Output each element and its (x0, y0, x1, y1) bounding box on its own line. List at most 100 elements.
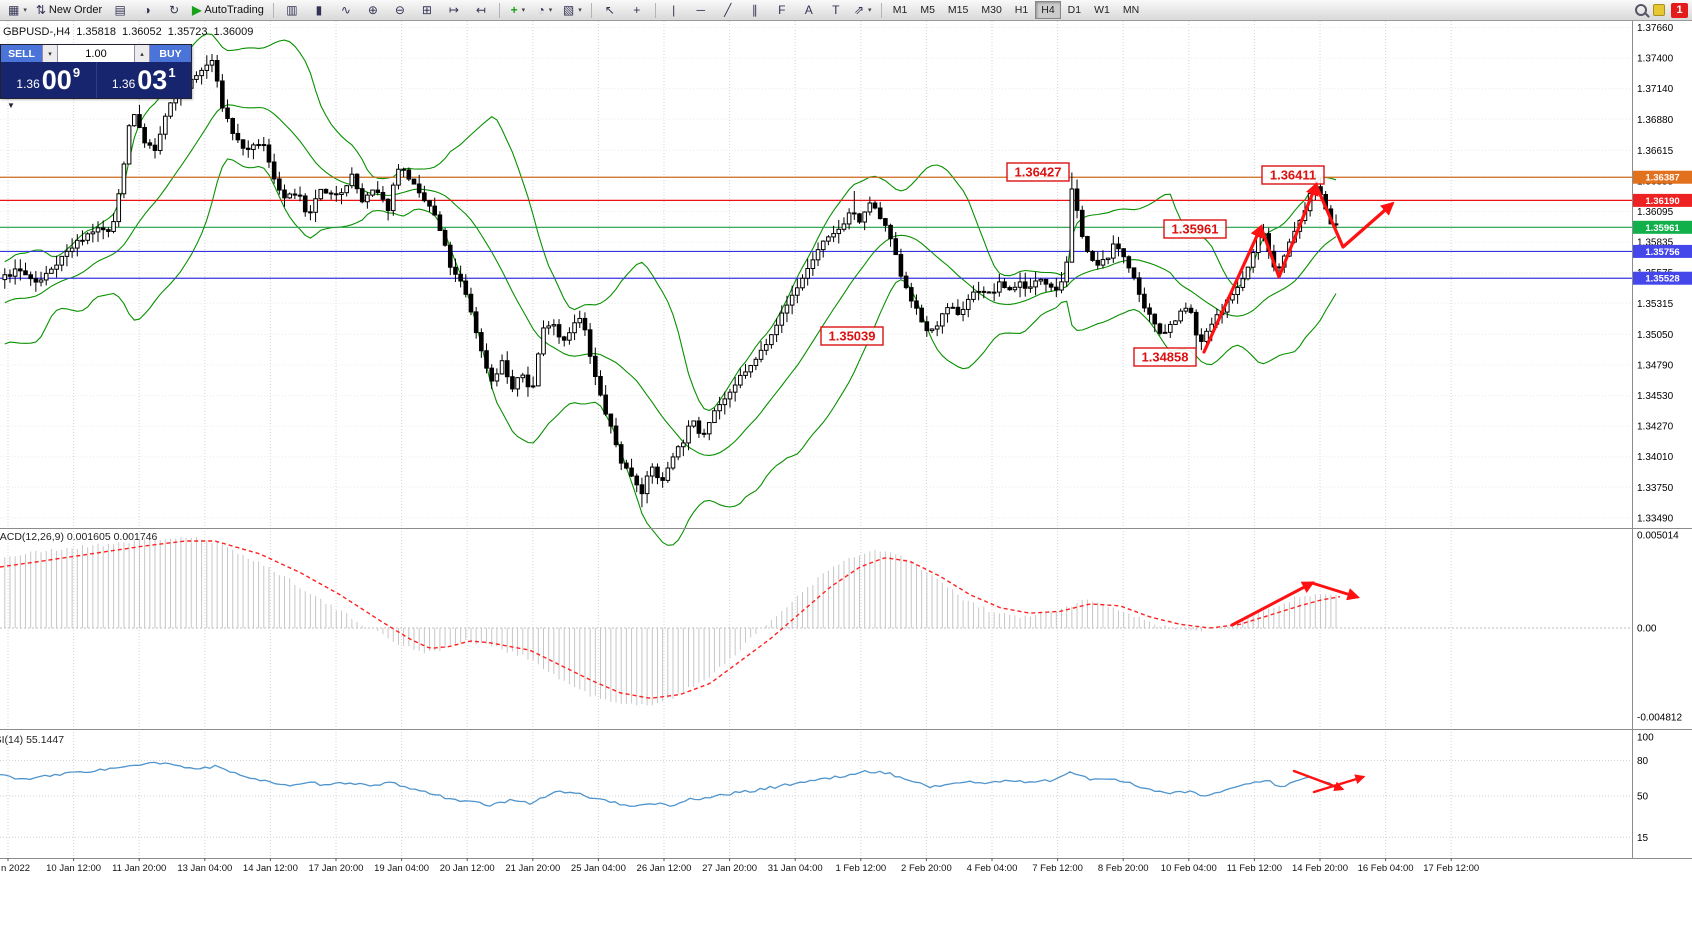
timeframe-w1-button[interactable]: W1 (1094, 4, 1110, 16)
arrows-tool-dropdown-icon[interactable]: ▾ (868, 7, 872, 14)
refresh-button[interactable]: ↻ (161, 1, 187, 20)
time-axis-label: 31 Jan 04:00 (768, 863, 823, 874)
svg-text:1.35039: 1.35039 (829, 329, 876, 344)
timeframe-d1-button[interactable]: D1 (1067, 4, 1082, 16)
timeframe-m30-button[interactable]: M30 (981, 4, 1002, 16)
candlestick-chart-button[interactable]: ▮ (306, 1, 332, 20)
bar-chart-button[interactable]: ▥ (279, 1, 305, 20)
grid-layer (0, 21, 1632, 858)
time-axis[interactable]: n 2022 10 Jan 12:00 11 Jan 20:00 13 Jan 04:… (1, 858, 1479, 874)
svg-text:1.36095: 1.36095 (1637, 207, 1674, 218)
svg-text:15: 15 (1637, 833, 1649, 844)
timeframe-m5-button[interactable]: M5 (920, 4, 935, 16)
toolbar: ▦ ▾ ⇅ New Order ▤ ◑ ↻ ▶ AutoTrading ▥ ▮ ∿ ⊕ ⊖ ⊞ ↦ ↤ + ▾ ◔ ▾ ▧… (0, 0, 1692, 21)
periods-button[interactable]: ◔ ▾ (532, 1, 558, 20)
notification-icon[interactable] (1653, 4, 1665, 16)
indicator-labels: MACD(12,26,9) 0.001605 0.001746 RSI(14) 5… (0, 531, 158, 746)
panel-separators (0, 528, 1692, 859)
timeframe-h4-button[interactable]: H4 (1035, 1, 1061, 19)
print-button[interactable]: ▤ (107, 1, 133, 20)
svg-text:1.37400: 1.37400 (1637, 54, 1674, 65)
svg-text:1.36615: 1.36615 (1637, 146, 1674, 157)
svg-text:1.33490: 1.33490 (1637, 513, 1674, 524)
time-axis-label: 13 Jan 04:00 (177, 863, 232, 874)
timeframe-mn-button[interactable]: MN (1122, 4, 1140, 16)
text-button[interactable]: A (796, 1, 822, 20)
volume-increase-button[interactable]: ▴ (134, 45, 150, 62)
search-icon[interactable] (1635, 4, 1650, 18)
buy-price[interactable]: 1.36 03 1 (95, 62, 192, 98)
time-axis-label: 17 Jan 20:00 (309, 863, 364, 874)
time-axis-label: 16 Feb 04:00 (1358, 863, 1414, 874)
templates-dropdown-icon[interactable]: ▾ (578, 7, 582, 14)
svg-text:1.35315: 1.35315 (1637, 299, 1674, 310)
svg-text:RSI(14) 55.1447: RSI(14) 55.1447 (0, 734, 64, 746)
svg-text:80: 80 (1637, 756, 1649, 767)
zoom-in-button[interactable]: ⊕ (360, 1, 386, 20)
low-value: 1.35723 (167, 26, 208, 38)
autotrading-button[interactable]: ▶ AutoTrading (188, 1, 268, 20)
new-order-button[interactable]: ⇅ New Order (32, 1, 106, 20)
chart-shift-button[interactable]: ↤ (468, 1, 494, 20)
zoom-out-button[interactable]: ⊖ (387, 1, 413, 20)
time-axis-label: 2 Feb 20:00 (901, 863, 952, 874)
vertical-line-button[interactable]: | (661, 1, 687, 20)
text-label-button[interactable]: T (823, 1, 849, 20)
svg-text:1.36427: 1.36427 (1015, 165, 1062, 180)
svg-text:50: 50 (1637, 792, 1649, 803)
crosshair-button[interactable]: + (624, 1, 650, 20)
equidistant-channel-button[interactable]: ∥ (742, 1, 768, 20)
volume-input[interactable] (58, 45, 134, 62)
buy-button[interactable]: BUY (150, 45, 191, 62)
svg-text:1.35961: 1.35961 (1645, 223, 1680, 234)
sell-price[interactable]: 1.36 00 9 (1, 62, 96, 98)
toolbar-separator (590, 2, 592, 18)
toolbar-right-cluster: 1 (1635, 2, 1692, 18)
indicators-dropdown-icon[interactable]: ▾ (521, 7, 526, 14)
new-chart-dropdown-icon[interactable]: ▾ (23, 7, 27, 14)
search-icon-handle (1644, 12, 1650, 18)
tile-windows-button[interactable]: ⊞ (414, 1, 440, 20)
svg-text:1.36190: 1.36190 (1645, 196, 1679, 207)
alerts-badge[interactable]: 1 (1671, 2, 1688, 18)
arrows-tool-button[interactable]: ⇗ ▾ (850, 1, 876, 20)
new-chart-button[interactable]: ▦ ▾ (4, 1, 31, 20)
trendline-icon: ╱ (724, 3, 732, 17)
buy-price-pips: 03 (137, 64, 168, 95)
sell-price-pips: 00 (41, 64, 72, 95)
panel-collapse-icon[interactable]: ▼ (7, 101, 15, 110)
close-value: 1.36009 (213, 26, 254, 38)
trendline-button[interactable]: ╱ (715, 1, 741, 20)
cursor-button[interactable]: ↖ (597, 1, 623, 20)
zoom-in-icon: ⊕ (367, 3, 378, 17)
new-order-label: New Order (48, 4, 103, 16)
trend-arrows-macd (1230, 581, 1361, 627)
auto-scroll-button[interactable]: ↦ (441, 1, 467, 20)
svg-text:1.35050: 1.35050 (1637, 330, 1674, 341)
horizontal-line-button[interactable]: ─ (688, 1, 714, 20)
time-axis-label: n 2022 (1, 863, 30, 874)
indicators-button[interactable]: + ▾ (505, 1, 531, 20)
timeframe-h1-button[interactable]: H1 (1014, 4, 1029, 16)
new-chart-icon: ▦ (8, 3, 20, 17)
price-scale[interactable]: 1.37660 1.37400 1.37140 1.36880 1.36615 1.363… (1632, 21, 1692, 858)
svg-text:1.36880: 1.36880 (1637, 115, 1674, 126)
fibonacci-button[interactable]: F (769, 1, 795, 20)
line-chart-button[interactable]: ∿ (333, 1, 359, 20)
templates-button[interactable]: ▧ ▾ (559, 1, 586, 20)
time-axis-label: 26 Jan 12:00 (637, 863, 692, 874)
data-window-button[interactable]: ◑ (134, 1, 160, 20)
svg-text:1.34010: 1.34010 (1637, 452, 1674, 463)
timeframe-m15-button[interactable]: M15 (947, 4, 969, 16)
volume-decrease-button[interactable]: ▾ (42, 45, 58, 62)
svg-text:1.35961: 1.35961 (1172, 222, 1219, 237)
horizontal-line-icon: ─ (696, 3, 705, 17)
time-axis-label: 19 Jan 04:00 (374, 863, 429, 874)
svg-text:1.35528: 1.35528 (1645, 274, 1679, 285)
periods-dropdown-icon[interactable]: ▾ (548, 7, 553, 14)
sell-button[interactable]: SELL (1, 45, 42, 62)
timeframe-m1-button[interactable]: M1 (892, 4, 908, 16)
